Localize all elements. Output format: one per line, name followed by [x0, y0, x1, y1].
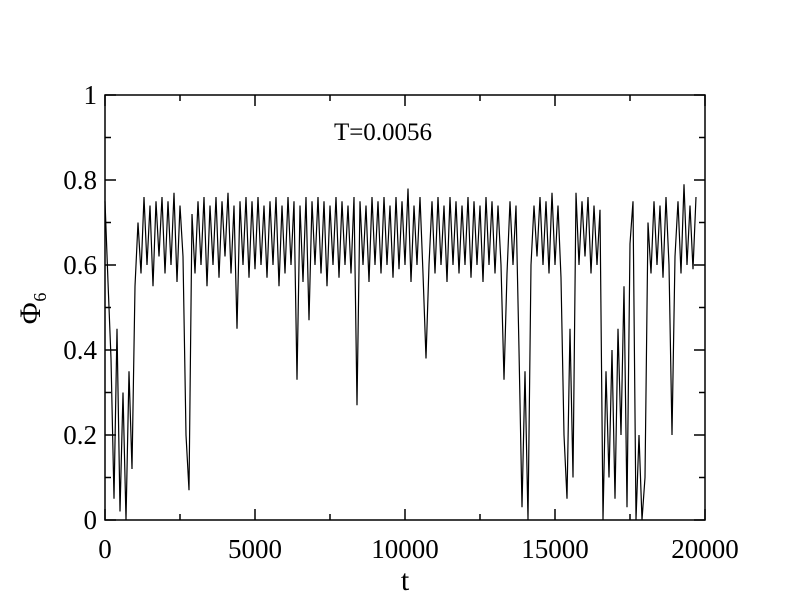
- y-tick-label: 0.2: [63, 420, 97, 450]
- y-axis-label: Φ₆: [14, 292, 47, 324]
- y-tick-label: 0.4: [63, 335, 97, 365]
- y-tick-label: 0: [84, 505, 98, 535]
- y-tick-label: 0.8: [63, 165, 97, 195]
- x-tick-label: 15000: [521, 534, 589, 564]
- x-axis-label: t: [401, 564, 410, 597]
- x-tick-label: 5000: [228, 534, 282, 564]
- annotation: T=0.0056: [334, 119, 432, 146]
- data-line: [104, 184, 697, 521]
- y-tick-label: 1: [84, 80, 98, 110]
- x-tick-label: 20000: [671, 534, 739, 564]
- x-tick-label: 10000: [371, 534, 439, 564]
- x-tick-label: 0: [98, 534, 112, 564]
- y-tick-label: 0.6: [63, 250, 97, 280]
